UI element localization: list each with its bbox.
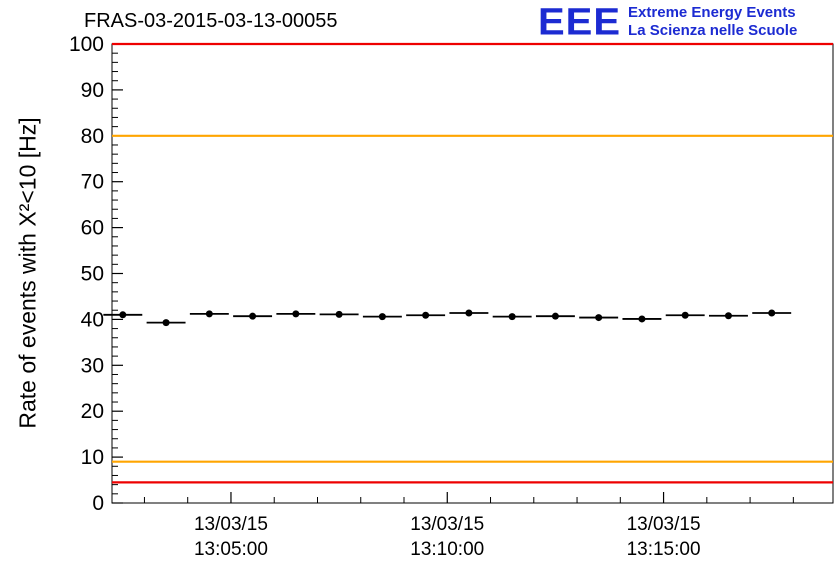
y-tick-label: 0 (92, 492, 104, 515)
data-point (422, 311, 430, 319)
y-tick-label: 100 (69, 33, 104, 56)
data-point (551, 312, 559, 320)
plot-title: FRAS-03-2015-03-13-00055 (84, 10, 338, 32)
y-tick-label: 60 (81, 217, 104, 240)
data-point (249, 312, 257, 320)
y-tick-label: 90 (81, 79, 104, 102)
data-point (595, 314, 603, 322)
y-tick-label: 80 (81, 125, 104, 148)
x-tick-label: 13/03/15 13:10:00 (410, 514, 484, 560)
x-tick-label: 13/03/15 13:15:00 (627, 514, 701, 560)
data-point (119, 311, 127, 319)
data-point (681, 311, 689, 319)
data-point (162, 319, 170, 327)
y-tick-label: 30 (81, 354, 104, 377)
y-tick-label: 10 (81, 446, 104, 469)
data-point (292, 310, 300, 318)
eee-logo: EEE Extreme Energy Events La Scienza nel… (538, 2, 797, 42)
data-point (508, 313, 516, 321)
data-point (335, 310, 343, 318)
logo-line1: Extreme Energy Events (628, 4, 796, 21)
y-tick-label: 50 (81, 263, 104, 286)
data-point (205, 310, 213, 318)
logo-line2: La Scienza nelle Scuole (628, 22, 798, 39)
eee-logo-lines: Extreme Energy Events La Scienza nelle S… (628, 4, 797, 40)
y-axis-label: Rate of events with X²<10 [Hz] (14, 117, 41, 429)
data-point (465, 309, 473, 317)
y-tick-label: 20 (81, 400, 104, 423)
data-point (724, 312, 732, 320)
y-tick-label: 40 (81, 308, 104, 331)
data-point (378, 313, 386, 321)
x-tick-label: 13/03/15 13:05:00 (194, 514, 268, 560)
y-tick-label: 70 (81, 171, 104, 194)
data-point (768, 309, 776, 317)
data-point (638, 315, 646, 323)
eee-logo-acronym: EEE (538, 1, 622, 43)
plot-frame (111, 43, 834, 504)
